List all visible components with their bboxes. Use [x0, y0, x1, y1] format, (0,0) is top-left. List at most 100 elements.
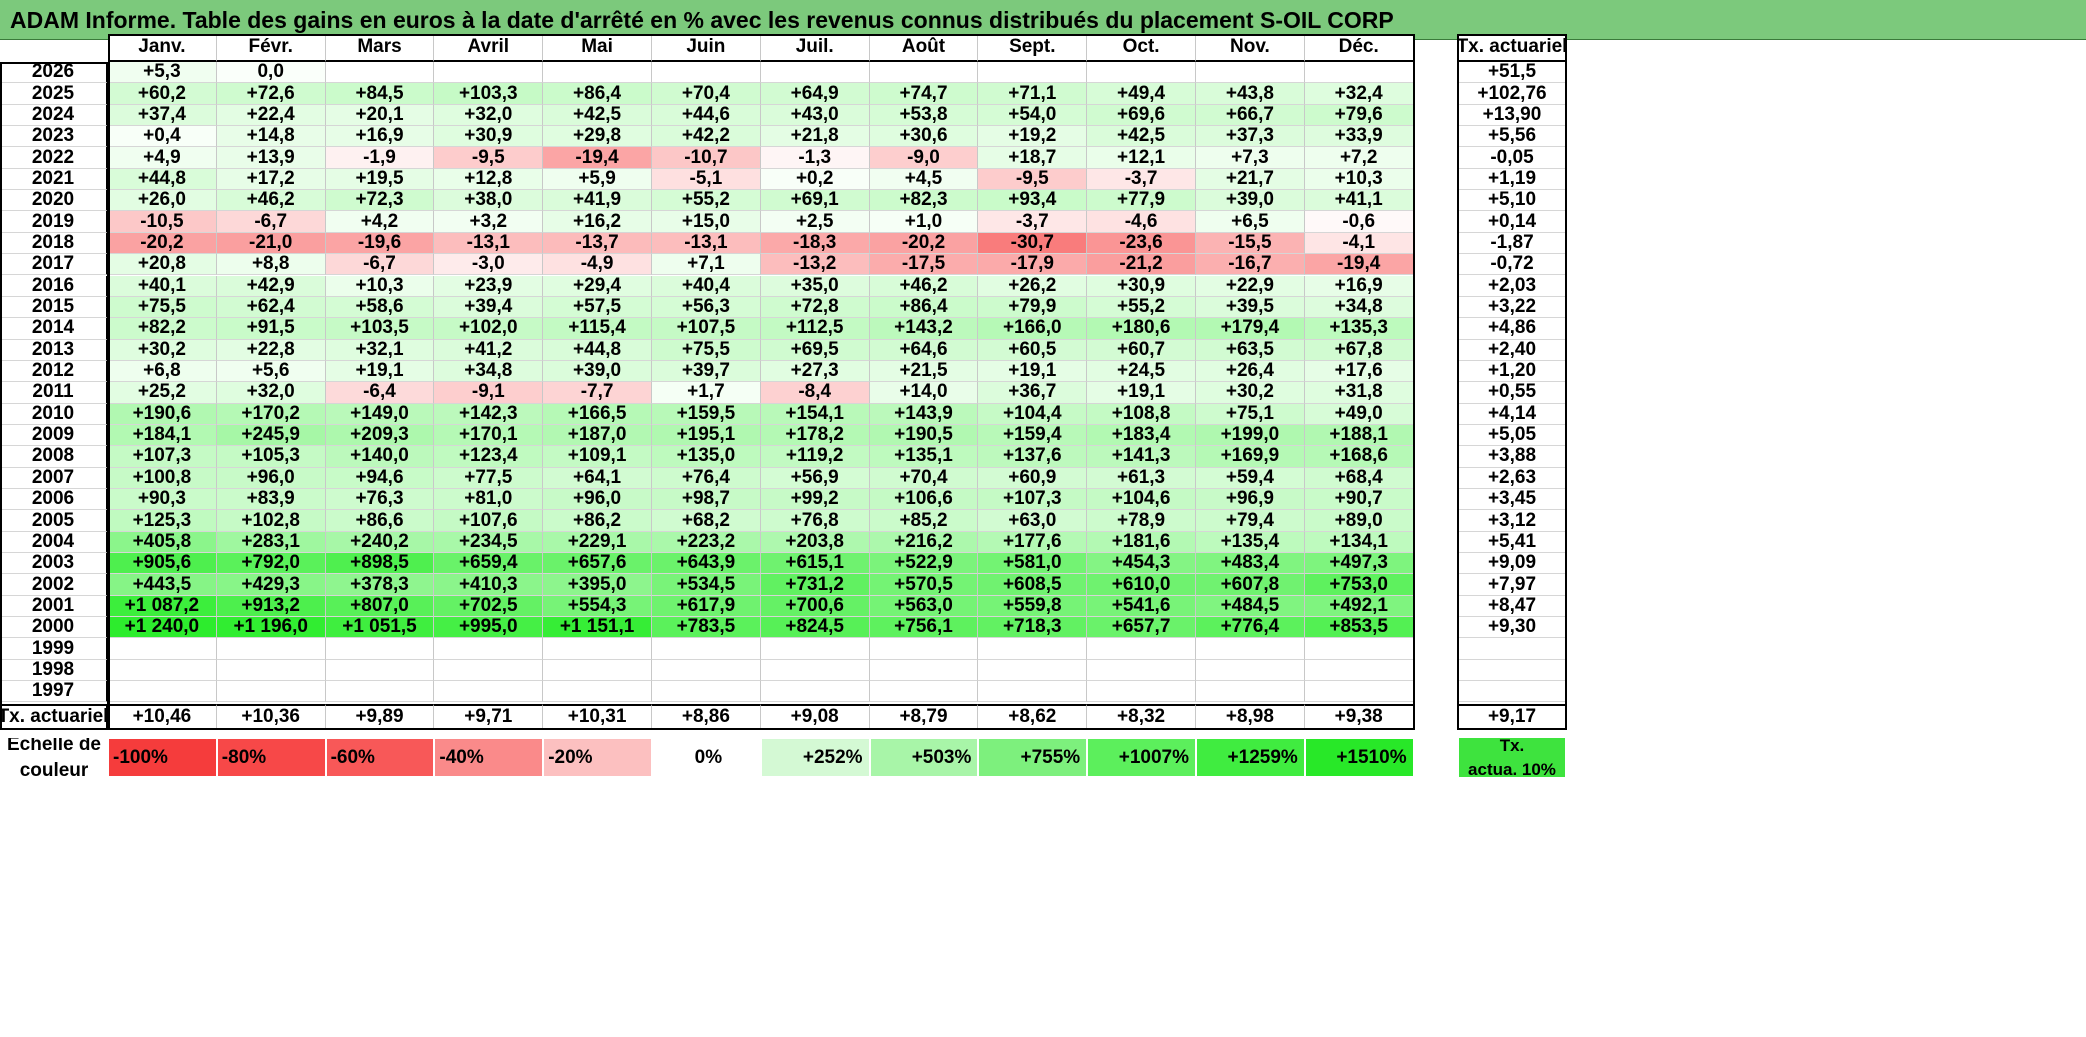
table-cell: +657,6: [543, 553, 652, 575]
table-cell: +31,8: [1304, 382, 1414, 404]
table-cell: +26,0: [108, 190, 217, 212]
table-cell: +229,1: [543, 531, 652, 554]
table-cell: +32,0: [216, 382, 326, 404]
table-cell: [1304, 681, 1414, 703]
table-cell: +17,2: [216, 168, 326, 191]
table-cell: +159,5: [652, 403, 761, 425]
table-cell: +166,0: [978, 318, 1088, 340]
totals-cell: +8,62: [978, 704, 1088, 730]
table-cell: +96,0: [216, 467, 326, 489]
table-cell: +104,4: [978, 403, 1088, 425]
table-cell: +34,8: [1304, 296, 1414, 319]
table-cell: [434, 681, 544, 703]
color-scale-step: +1007%: [1087, 738, 1196, 777]
table-cell: +69,5: [760, 339, 870, 361]
table-cell: +522,9: [869, 553, 979, 575]
table-cell: +180,6: [1087, 318, 1196, 340]
table-cell: +96,9: [1196, 489, 1305, 511]
table-cell: +30,2: [1196, 382, 1305, 404]
table-cell: +16,9: [1304, 275, 1414, 297]
table-cell: -7,7: [543, 382, 652, 404]
table-cell: -15,5: [1196, 232, 1305, 255]
table-cell: -5,1: [652, 168, 761, 191]
year-label: 2025: [0, 83, 108, 105]
table-cell: +183,4: [1087, 424, 1196, 447]
table-cell: -6,7: [325, 254, 435, 276]
table-cell: +44,8: [543, 339, 652, 361]
table-cell: [543, 659, 652, 682]
table-cell: +107,3: [978, 489, 1088, 511]
table-cell: +216,2: [869, 531, 979, 554]
totals-cell: +8,32: [1087, 704, 1196, 730]
table-cell: [869, 62, 979, 84]
actuarial-cell: +1,20: [1457, 360, 1567, 383]
table-cell: -20,2: [869, 232, 979, 255]
table-cell: +30,2: [108, 339, 217, 361]
table-cell: +102,8: [216, 510, 326, 532]
actuarial-cell: +8,47: [1457, 595, 1567, 618]
table-cell: -4,1: [1304, 232, 1414, 255]
year-label: 1998: [0, 659, 108, 682]
table-cell: +10,3: [325, 275, 435, 297]
table-cell: +657,7: [1087, 617, 1196, 639]
table-cell: +63,5: [1196, 339, 1305, 361]
table-cell: +4,2: [325, 211, 435, 233]
table-cell: +79,4: [1196, 510, 1305, 532]
table-cell: +55,2: [652, 190, 761, 212]
table-cell: +234,5: [434, 531, 544, 554]
table-cell: +995,0: [434, 617, 544, 639]
table-cell: +7,2: [1304, 147, 1414, 169]
table-cell: +60,7: [1087, 339, 1196, 361]
table-cell: +223,2: [652, 531, 761, 554]
table-cell: +100,8: [108, 467, 217, 489]
table-cell: +135,4: [1196, 531, 1305, 554]
table-cell: [760, 681, 870, 703]
table-cell: +14,8: [216, 126, 326, 148]
table-cell: +395,0: [543, 574, 652, 596]
table-cell: +32,0: [434, 104, 544, 127]
table-cell: +22,4: [216, 104, 326, 127]
table-cell: [978, 681, 1088, 703]
table-cell: +35,0: [760, 275, 870, 297]
table-cell: +195,1: [652, 424, 761, 447]
table-cell: +1,0: [869, 211, 979, 233]
table-cell: +109,1: [543, 446, 652, 468]
table-cell: +245,9: [216, 424, 326, 447]
table-cell: +37,3: [1196, 126, 1305, 148]
table-cell: +13,9: [216, 147, 326, 169]
table-cell: +76,8: [760, 510, 870, 532]
year-label: 2016: [0, 275, 108, 297]
table-cell: +608,5: [978, 574, 1088, 596]
table-cell: [216, 638, 326, 660]
table-cell: +33,9: [1304, 126, 1414, 148]
table-cell: +454,3: [1087, 553, 1196, 575]
table-cell: [108, 638, 217, 660]
table-cell: [1196, 62, 1305, 84]
table-cell: +443,5: [108, 574, 217, 596]
table-cell: -19,4: [543, 147, 652, 169]
table-cell: +34,8: [434, 360, 544, 383]
table-cell: +731,2: [760, 574, 870, 596]
table-cell: +913,2: [216, 595, 326, 618]
table-cell: +21,8: [760, 126, 870, 148]
table-cell: +99,2: [760, 489, 870, 511]
totals-cell: +10,46: [108, 704, 217, 730]
table-cell: +89,0: [1304, 510, 1414, 532]
table-cell: +30,9: [434, 126, 544, 148]
actuarial-cell: +2,40: [1457, 339, 1567, 361]
table-cell: +615,1: [760, 553, 870, 575]
table-cell: +240,2: [325, 531, 435, 554]
table-cell: +62,4: [216, 296, 326, 319]
table-cell: [325, 638, 435, 660]
table-cell: -17,9: [978, 254, 1088, 276]
table-cell: +75,5: [652, 339, 761, 361]
table-cell: +79,6: [1304, 104, 1414, 127]
table-cell: +105,3: [216, 446, 326, 468]
table-cell: +483,4: [1196, 553, 1305, 575]
table-cell: +135,3: [1304, 318, 1414, 340]
table-cell: +41,9: [543, 190, 652, 212]
table-cell: +17,6: [1304, 360, 1414, 383]
table-cell: -13,7: [543, 232, 652, 255]
table-cell: +718,3: [978, 617, 1088, 639]
actuarial-cell: +5,05: [1457, 424, 1567, 447]
